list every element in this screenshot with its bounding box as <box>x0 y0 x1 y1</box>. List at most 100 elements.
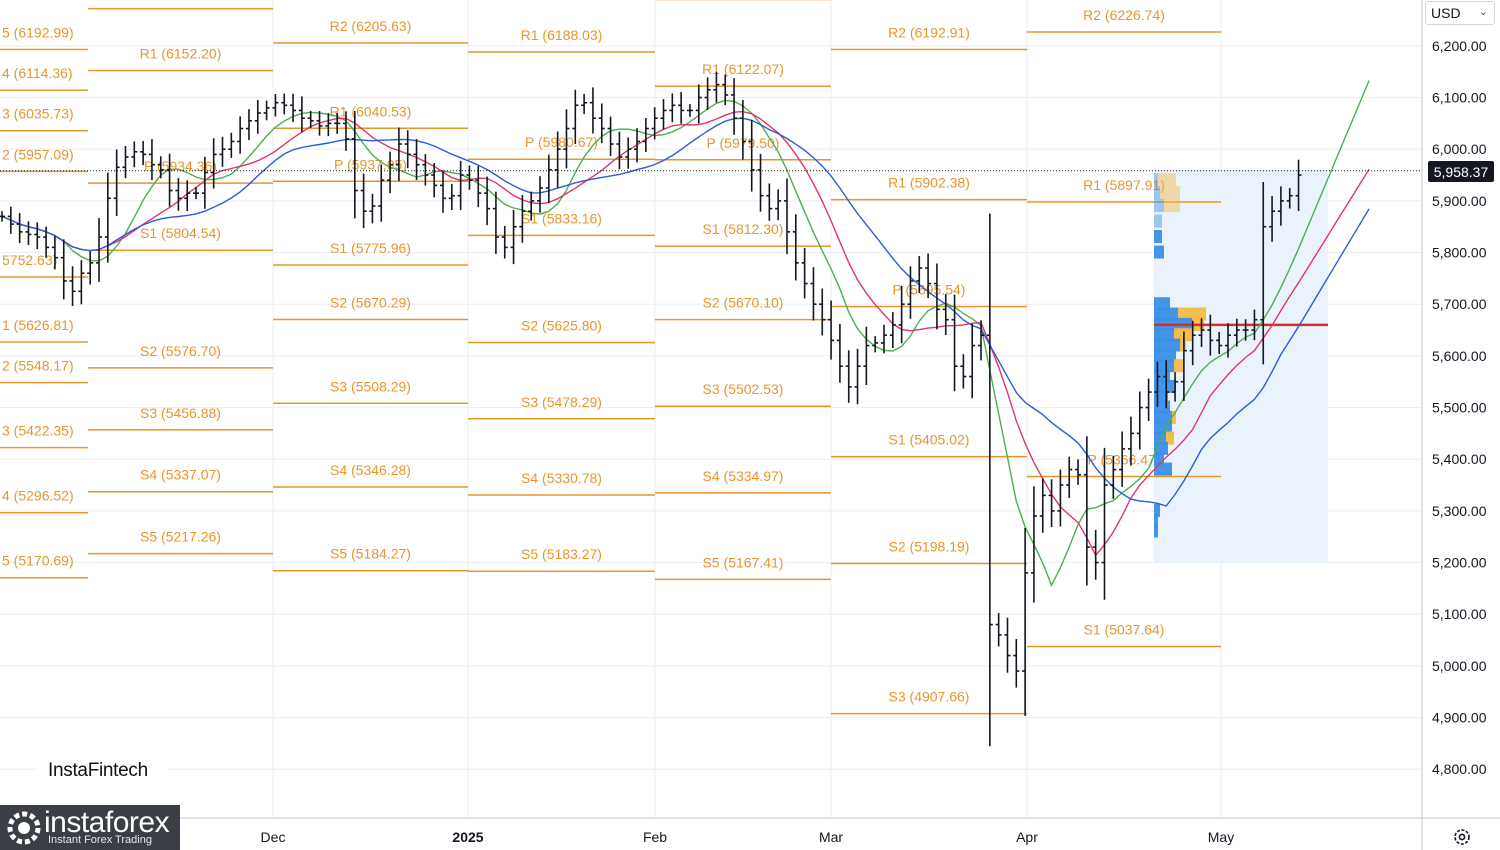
ohlc-bar <box>660 99 667 130</box>
ohlc-bar <box>219 136 226 167</box>
ohlc-bar <box>1057 469 1064 527</box>
sma-mid-line <box>1 110 1370 557</box>
profile-buy-bar <box>1154 359 1174 373</box>
time-tick-label: 2025 <box>452 829 483 845</box>
ohlc-bar <box>87 251 94 285</box>
ohlc-bar <box>1119 431 1126 487</box>
ohlc-bar <box>1066 456 1073 498</box>
ohlc-bar <box>431 163 438 198</box>
profile-sell-bar <box>1172 410 1176 424</box>
pivot-label: S5 (5183.27) <box>521 546 602 562</box>
ohlc-bar <box>245 109 252 141</box>
pivot-label: S4 (5330.78) <box>521 470 602 486</box>
ohlc-bar <box>634 128 641 163</box>
pivot-label: S5 (5217.26) <box>140 529 221 545</box>
pivot-label: 2 (5548.17) <box>2 358 74 374</box>
profile-buy-bar <box>1154 297 1170 311</box>
pivot-label: S1 (5804.54) <box>140 225 221 241</box>
ohlc-bar <box>598 103 605 144</box>
ohlc-bar <box>810 267 817 321</box>
price-tick-label: 5,500.00 <box>1432 400 1487 416</box>
price-tick-label: 4,900.00 <box>1432 710 1487 726</box>
ohlc-bar <box>440 170 446 213</box>
price-tick-label: 6,000.00 <box>1432 141 1487 157</box>
pivot-label: S2 (5576.70) <box>140 343 221 359</box>
price-tick-label: 5,000.00 <box>1432 658 1487 674</box>
last-price-badge: 5,958.37 <box>1428 161 1494 182</box>
ohlc-bar <box>140 141 147 166</box>
price-tick-label: 5,800.00 <box>1432 245 1487 261</box>
ohlc-bar <box>43 226 50 258</box>
ohlc-bar <box>545 154 552 204</box>
pivot-label: R1 (6152.20) <box>140 46 222 62</box>
ohlc-bar <box>572 89 579 145</box>
pivot-label: S3 (5456.88) <box>140 405 221 421</box>
ohlc-bar <box>475 166 482 208</box>
pivot-label: S2 (5198.19) <box>889 538 970 554</box>
ohlc-bar <box>148 139 155 180</box>
ohlc-bar <box>254 100 261 134</box>
ohlc-bar <box>801 247 808 299</box>
ohlc-bar <box>210 138 217 189</box>
ohlc-bar <box>34 222 41 250</box>
profile-sell-bar <box>1160 186 1180 200</box>
ohlc-bar <box>1083 436 1090 586</box>
pivot-label: R1 (6122.07) <box>702 61 784 77</box>
ohlc-bar <box>351 110 358 219</box>
price-tick-label: 5,100.00 <box>1432 606 1487 622</box>
profile-buy-bar <box>1154 230 1162 244</box>
ohlc-bar <box>537 176 544 213</box>
ohlc-bar <box>122 145 129 179</box>
ohlc-bar <box>686 104 693 117</box>
ohlc-bar <box>404 130 411 169</box>
ohlc-bar <box>819 288 826 336</box>
profile-buy-bar <box>1154 214 1162 228</box>
logo-text: instaforex <box>44 806 170 839</box>
ohlc-bar <box>131 141 138 168</box>
ohlc-bar <box>484 176 491 226</box>
pivot-label: 5 (6192.99) <box>2 24 74 40</box>
pivot-label: S4 (5334.97) <box>703 468 784 484</box>
ohlc-bar <box>951 294 958 392</box>
ohlc-bar <box>201 156 208 209</box>
ohlc-bar <box>378 164 385 222</box>
profile-buy-bar <box>1154 307 1178 321</box>
pivot-label: 4 (6114.36) <box>2 65 73 81</box>
profile-buy-bar <box>1154 503 1160 517</box>
profile-sell-bar <box>1166 431 1174 445</box>
ohlc-bar <box>422 154 429 186</box>
ohlc-bar <box>96 218 103 282</box>
pivot-label: S2 (5670.10) <box>703 295 784 311</box>
ohlc-bar <box>713 71 720 103</box>
ohlc-bar <box>1242 319 1249 341</box>
settings-gear-icon[interactable] <box>1451 826 1473 848</box>
ohlc-bar <box>51 235 58 270</box>
ohlc-bar <box>69 266 76 306</box>
price-tick-label: 5,700.00 <box>1432 296 1487 312</box>
ohlc-bar <box>184 180 191 212</box>
ohlc-bar <box>554 131 561 188</box>
ohlc-bar <box>1013 639 1020 688</box>
pivot-label: S3 (4907.66) <box>889 689 970 705</box>
ohlc-bar <box>828 300 835 360</box>
ohlc-bar <box>960 354 967 389</box>
ohlc-bar <box>1136 391 1143 450</box>
pivot-label: 1 (5626.81) <box>2 317 74 333</box>
pivot-label: 5752.63) <box>2 252 57 268</box>
ohlc-bar <box>925 253 932 299</box>
ohlc-bar <box>448 183 455 211</box>
ohlc-bar <box>298 96 305 133</box>
ohlc-bar <box>104 172 111 263</box>
ohlc-bar <box>1224 323 1231 358</box>
pivot-label: R2 (6192.91) <box>888 25 970 41</box>
currency-selector[interactable]: USD ⌄ <box>1425 1 1495 25</box>
ohlc-bar <box>1030 486 1037 603</box>
ohlc-bar <box>783 178 790 255</box>
ohlc-bar <box>898 285 905 344</box>
ohlc-bar <box>669 93 676 123</box>
ohlc-bar <box>907 266 914 319</box>
chevron-down-icon: ⌄ <box>1478 6 1488 18</box>
ohlc-bar <box>881 324 887 354</box>
ohlc-bar <box>519 195 526 243</box>
